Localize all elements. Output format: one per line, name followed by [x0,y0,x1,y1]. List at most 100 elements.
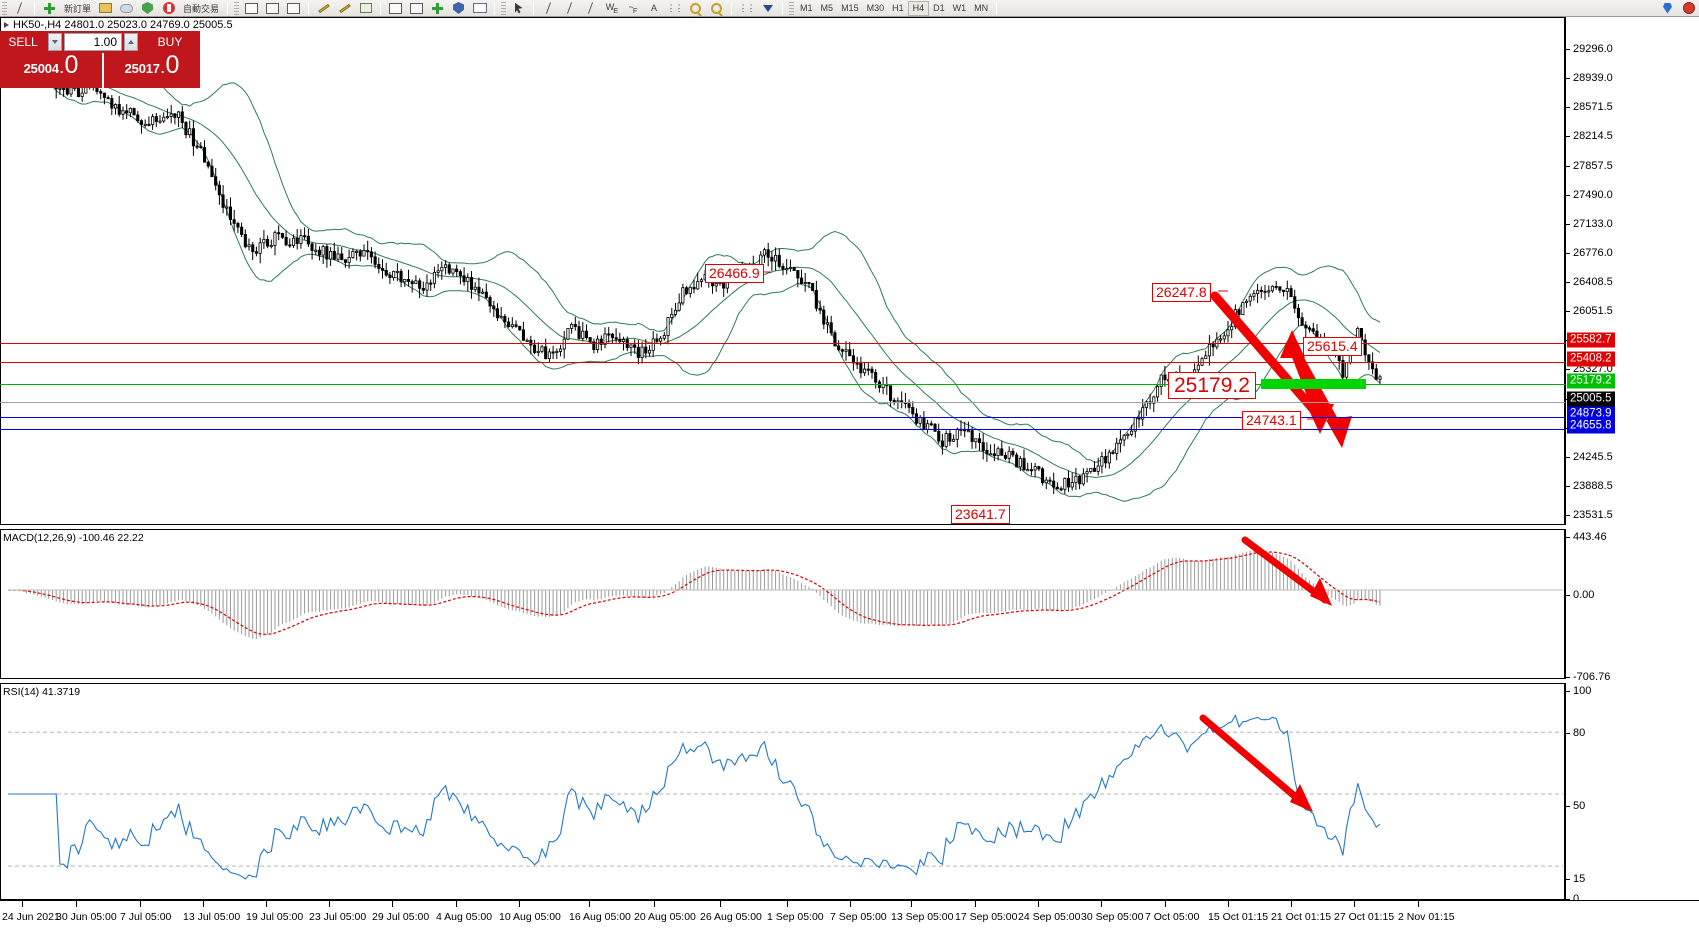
date-axis[interactable]: 24 Jun 2021 30 Jun 05:00 7 Jul 05:00 13 Jul… [0,900,1699,932]
trendline-icon[interactable] [263,1,282,16]
macd-axis[interactable]: 443.46 0.00 -706.76 [1565,529,1699,683]
green-support-zone[interactable] [1261,379,1366,389]
price-annotation[interactable]: 24743.1 [1242,411,1301,430]
volume-stepper[interactable]: 1.00 [46,31,140,53]
text-f-icon[interactable]: ~F [628,1,638,15]
macd-pane[interactable] [0,529,1565,679]
folder-icon[interactable] [96,1,115,16]
price-annotation[interactable]: 26247.8 [1152,283,1211,302]
ball-red-icon[interactable] [1679,1,1698,16]
price-axis[interactable]: 29296.0 28939.0 28571.5 28214.5 27857.5 27490… [1565,17,1699,525]
price-tag[interactable]: 25582.7 [1567,332,1615,348]
shield-green-icon[interactable] [138,1,157,16]
price-tick: 28571.5 [1566,101,1613,113]
date-tickmark [329,900,330,907]
support-resistance-line[interactable] [0,384,1565,385]
volume-increase-button[interactable] [124,33,138,51]
buy-button[interactable]: BUY [140,31,200,53]
toolbar-divider [996,1,998,15]
support-resistance-line[interactable] [0,362,1565,363]
cursor-icon[interactable] [509,1,528,16]
price-annotation[interactable]: 26466.9 [705,264,764,283]
new-order-plus-icon[interactable] [40,1,59,16]
price-tag[interactable]: 24655.8 [1567,418,1615,434]
price-annotation[interactable]: 25615.4 [1303,337,1362,356]
date-tickmark [850,900,851,907]
support-resistance-line[interactable] [0,402,1565,403]
price-tick: 28939.0 [1566,72,1613,84]
price-tick: 27133.0 [1566,218,1613,230]
letter-a-icon[interactable]: A [651,3,657,13]
new-order-label[interactable]: 新訂單 [64,3,92,14]
rsi-axis[interactable]: 100 80 50 15 0 [1565,683,1699,905]
table-grid-icon[interactable] [356,1,375,16]
timeframe-m15[interactable]: M15 [841,3,859,13]
text-we-icon[interactable]: WE [605,1,619,15]
timeframe-h1[interactable]: H1 [892,3,904,13]
cloud-icon[interactable] [117,1,136,16]
divider2-icon[interactable] [560,1,579,16]
toolbar-grip[interactable] [2,1,7,15]
price-tag[interactable]: 25408.2 [1567,351,1615,367]
pencil-icon[interactable] [314,1,333,16]
toolbar-grip[interactable] [234,1,240,15]
dots-grid-icon[interactable]: ⋮⋮ [738,2,756,13]
auto-trading-label[interactable]: 自動交易 [183,3,220,14]
timeframe-d1[interactable]: D1 [933,3,945,13]
shield-blue-icon[interactable] [449,1,468,16]
support-resistance-line[interactable] [0,343,1565,344]
volume-decrease-button[interactable] [48,33,62,51]
timeframe-w1[interactable]: W1 [952,3,967,13]
support-resistance-line[interactable] [0,417,1565,418]
dots-icon[interactable]: ⋮⋮ [666,2,684,13]
toolbar-grip[interactable] [789,1,795,15]
line-chart-icon[interactable] [470,1,489,16]
date-tickmark [1165,900,1166,907]
pencil-alt-icon[interactable] [335,1,354,16]
timeframe-m1[interactable]: M1 [800,3,813,13]
pin-blue-icon[interactable] [1658,1,1677,16]
bar-chart-icon[interactable] [386,1,405,16]
date-label: 23 Jul 05:00 [309,911,367,923]
rsi-pane[interactable] [0,683,1565,900]
cursor-arrow-icon[interactable] [10,1,29,16]
timeframe-mn[interactable]: MN [974,3,989,13]
toolbar-grip[interactable] [501,1,507,15]
record-red-icon[interactable] [159,1,178,16]
sell-button[interactable]: SELL [0,31,46,53]
date-tickmark [1291,900,1292,907]
buy-price[interactable]: 25017 . 0 [104,53,200,88]
chevron-down-icon[interactable] [758,1,777,16]
magnifier-icon[interactable] [686,1,705,16]
candle-chart-icon[interactable] [407,1,426,16]
date-tickmark [1228,900,1229,907]
slash-icon[interactable] [581,1,600,16]
symbol-header-text: HK50-,H4 24801.0 25023.0 24769.0 25005.5 [13,19,233,31]
timeframe-h4[interactable]: H4 [907,0,930,16]
divider-icon[interactable] [539,1,558,16]
one-click-trading-panel[interactable]: SELL 1.00 BUY 25004 . 0 25017 . 0 [0,31,200,88]
price-tag[interactable]: 24873.9 [1567,406,1615,422]
date-axis-rule [0,900,1699,901]
date-tickmark [519,900,520,907]
price-tag[interactable]: 25179.2 [1567,373,1615,389]
sell-price[interactable]: 25004 . 0 [0,53,104,88]
rsi-tick: 15 [1566,873,1585,885]
date-label: 30 Jun 05:00 [56,911,117,923]
plus-green-icon[interactable] [428,1,447,16]
volume-input[interactable]: 1.00 [64,33,122,51]
price-annotation[interactable]: 25179.2 [1168,372,1256,399]
timeframe-m30[interactable]: M30 [866,3,885,13]
date-label: 10 Aug 05:00 [499,911,561,923]
magnifier-minus-icon[interactable] [707,1,726,16]
horizontal-line-icon[interactable] [284,1,303,16]
price-tag[interactable]: 25005.5 [1567,391,1615,407]
timeframe-m5[interactable]: M5 [820,3,834,13]
crosshair-icon[interactable] [242,1,261,16]
date-label: 24 Jun 2021 [2,911,60,923]
price-chart-pane[interactable] [0,17,1565,525]
support-resistance-line[interactable] [0,429,1565,430]
rsi-tick: 50 [1566,800,1585,812]
date-tickmark [76,900,77,907]
price-annotation[interactable]: 23641.7 [951,505,1010,524]
